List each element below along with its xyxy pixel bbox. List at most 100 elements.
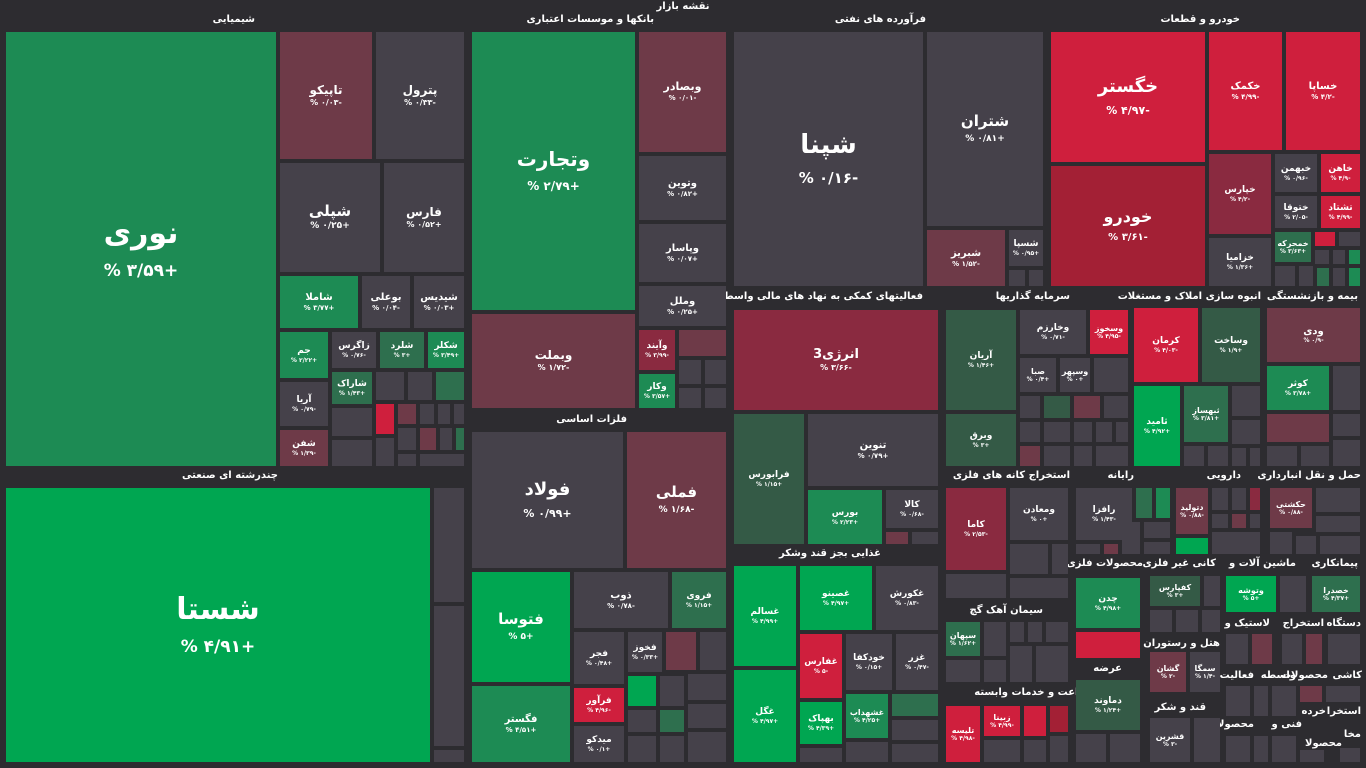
tile-shepli[interactable]: شپلی +۰/۲۵ %: [280, 163, 380, 272]
tile-teshtad[interactable]: تشتاد -۴/۹۹ %: [1321, 196, 1360, 228]
tile-small[interactable]: [1317, 268, 1329, 286]
tile-small[interactable]: [912, 532, 938, 544]
tile-small[interactable]: [1328, 634, 1360, 664]
tile-vthimas[interactable]: ثبهساز +۳/۸۱ %: [1184, 386, 1228, 442]
tile-small[interactable]: [1250, 488, 1260, 510]
tile-small[interactable]: [436, 372, 464, 400]
tile-small[interactable]: [660, 676, 684, 706]
tile-vmelal[interactable]: وملل +۰/۲۵ %: [639, 286, 726, 326]
tile-kala[interactable]: کالا -۰/۶۸ %: [886, 490, 938, 528]
tile-small[interactable]: [1150, 610, 1172, 632]
tile-small[interactable]: [1254, 736, 1268, 762]
tile-small[interactable]: [1052, 544, 1068, 574]
tile-semga[interactable]: سمگا -۱/۴ %: [1190, 652, 1220, 692]
tile-shamla[interactable]: شاملا +۳/۷۷ %: [280, 276, 358, 328]
tile-sherd[interactable]: شلرد +۳ %: [380, 332, 424, 368]
tile-shefan[interactable]: شفن -۱/۳۹ %: [280, 430, 328, 466]
tile-small[interactable]: [454, 404, 464, 424]
tile-small[interactable]: [1340, 748, 1360, 762]
tile-small[interactable]: [1020, 446, 1040, 466]
tile-small[interactable]: [1333, 414, 1360, 436]
tile-shasta[interactable]: شستا +۴/۹۱ %: [6, 488, 430, 762]
tile-vbsader[interactable]: وبصادر -۰/۰۱ %: [639, 32, 726, 152]
tile-small[interactable]: [984, 622, 1006, 656]
tile-small[interactable]: [1280, 576, 1306, 612]
tile-small[interactable]: [1044, 396, 1070, 418]
tile-small[interactable]: [946, 574, 1006, 598]
tile-saba[interactable]: صبا +۰/۴ %: [1020, 358, 1056, 392]
tile-small[interactable]: [1333, 268, 1345, 286]
tile-small[interactable]: [1232, 488, 1246, 510]
tile-vkar[interactable]: وکار +۳/۵۷ %: [639, 374, 675, 408]
tile-ghkorosh[interactable]: غکورش -۰/۸۳ %: [876, 566, 938, 630]
tile-small[interactable]: [1156, 488, 1170, 518]
tile-chadn[interactable]: چدن +۴/۹۸ %: [1076, 578, 1140, 628]
tile-fakhoz[interactable]: فخوز +۰/۳۳ %: [628, 632, 662, 672]
tile-small[interactable]: [1232, 386, 1260, 416]
tile-small[interactable]: [1122, 522, 1140, 554]
tile-small[interactable]: [1194, 718, 1220, 762]
tile-ghsalem[interactable]: غسالم +۴/۹۹ %: [734, 566, 796, 666]
tile-zob[interactable]: ذوب -۰/۷۸ %: [574, 572, 668, 628]
tile-vayand[interactable]: وآیند -۳/۹۹ %: [639, 330, 675, 370]
tile-small[interactable]: [1024, 740, 1046, 762]
tile-small[interactable]: [1050, 736, 1068, 762]
tile-small[interactable]: [1076, 544, 1100, 554]
tile-small[interactable]: [1267, 414, 1329, 442]
tile-small[interactable]: [1212, 532, 1260, 554]
tile-small[interactable]: [705, 360, 726, 384]
tile-small[interactable]: [1029, 270, 1043, 286]
tile-khbahman[interactable]: خبهمن -۰/۹۶ %: [1275, 154, 1317, 192]
tile-small[interactable]: [1333, 366, 1360, 410]
tile-small[interactable]: [1096, 422, 1112, 442]
tile-small[interactable]: [1339, 232, 1360, 246]
tile-small[interactable]: [1299, 266, 1313, 286]
tile-small[interactable]: [1272, 736, 1296, 762]
tile-small[interactable]: [679, 360, 701, 384]
tile-ghasino[interactable]: غصینو +۴/۹۷ %: [800, 566, 872, 630]
tile-small[interactable]: [1076, 734, 1106, 762]
tile-shekar[interactable]: شکلر +۳/۴۹ %: [428, 332, 464, 368]
tile-small[interactable]: [1300, 686, 1322, 702]
tile-small[interactable]: [1074, 446, 1092, 466]
tile-small[interactable]: [1074, 422, 1092, 442]
tile-small[interactable]: [440, 428, 452, 450]
tile-small[interactable]: [1315, 250, 1329, 264]
tile-bahpak[interactable]: بهپاک +۴/۳۹ %: [800, 702, 842, 744]
tile-small[interactable]: [376, 404, 394, 434]
tile-small[interactable]: [1212, 488, 1228, 510]
tile-ghgol[interactable]: غگل +۴/۹۷ %: [734, 670, 796, 762]
tile-tapiko[interactable]: تاپیکو -۰/۰۳ %: [280, 32, 372, 159]
tile-small[interactable]: [420, 404, 434, 424]
tile-khamhre[interactable]: خمحرکه +۳/۶۳ %: [1275, 232, 1311, 262]
tile-khsapa[interactable]: خساپا -۴/۲ %: [1286, 32, 1360, 150]
tile-small[interactable]: [1044, 422, 1070, 442]
tile-small[interactable]: [1232, 448, 1246, 466]
tile-hekeshti[interactable]: حکشتی -۰/۸۸ %: [1270, 488, 1312, 528]
tile-small[interactable]: [1144, 542, 1170, 554]
tile-small[interactable]: [892, 694, 938, 716]
tile-vodi[interactable]: ودی -۰/۹ %: [1267, 308, 1360, 362]
tile-aria[interactable]: آریا -۰/۷۹ %: [280, 382, 328, 426]
tile-small[interactable]: [1316, 516, 1360, 532]
tile-small[interactable]: [1300, 750, 1324, 762]
tile-vpasar[interactable]: وپاسار +۰/۰۷ %: [639, 224, 726, 282]
tile-small[interactable]: [408, 372, 432, 400]
tile-small[interactable]: [700, 632, 726, 670]
tile-small[interactable]: [1010, 646, 1032, 682]
tile-small[interactable]: [1044, 446, 1070, 466]
tile-kama[interactable]: کاما -۲/۵۳ %: [946, 488, 1006, 570]
tile-small[interactable]: [1349, 268, 1360, 286]
tile-small[interactable]: [420, 428, 436, 450]
tile-small[interactable]: [1296, 536, 1316, 554]
tile-ghshirin[interactable]: قشرین -۳ %: [1150, 718, 1190, 762]
tile-shedis[interactable]: شیدیس +۰/۰۳ %: [414, 276, 464, 328]
tile-small[interactable]: [1226, 736, 1250, 762]
tile-small[interactable]: [1110, 734, 1140, 762]
tile-small[interactable]: [1306, 634, 1322, 664]
tile-kowsar[interactable]: کوثر +۳/۷۸ %: [1267, 366, 1329, 410]
tile-midko[interactable]: میدکو +۰/۱ %: [574, 726, 624, 762]
tile-small[interactable]: [1316, 488, 1360, 512]
tile-small[interactable]: [1326, 686, 1360, 702]
tile-small[interactable]: [1010, 578, 1068, 598]
